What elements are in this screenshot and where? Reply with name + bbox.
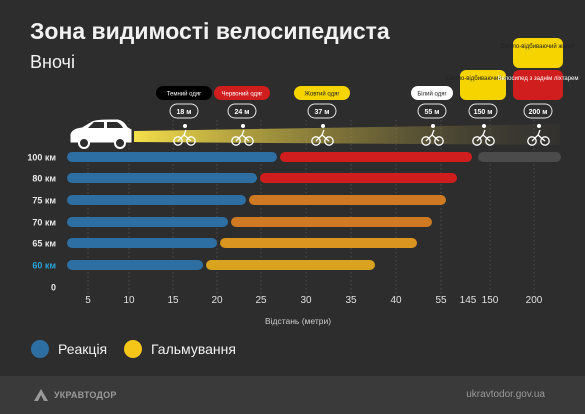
distance-label: 150 м — [474, 109, 493, 116]
category-label: 65 км — [32, 239, 56, 249]
bar-reaction — [67, 173, 257, 183]
clothing-tag — [460, 70, 506, 100]
cyclist-icon — [311, 124, 334, 146]
visibility-marker: Червоний одяг 24 м — [214, 86, 270, 146]
extra-tag — [513, 70, 563, 100]
distance-pill — [169, 103, 199, 119]
visibility-marker: Білий одяг 55 м — [411, 86, 453, 146]
bar-braking — [220, 238, 417, 248]
legend-dot-reaction — [31, 340, 49, 358]
bar-reaction — [67, 195, 246, 205]
bar-braking — [280, 152, 472, 162]
x-tick-label: 40 — [390, 295, 402, 306]
cyclist-icon — [421, 124, 444, 146]
category-label: 0 — [51, 283, 56, 293]
x-tick-label: 15 — [167, 295, 179, 306]
x-tick-label: 200 — [526, 295, 543, 306]
cyclist-icon — [173, 124, 196, 146]
visibility-markers: Темний одяг 18 м Червоний одяг 24 м Жовтий о… — [156, 38, 579, 146]
distance-label: 24 м — [235, 109, 250, 116]
bar-extra — [478, 152, 561, 162]
cyclist-icon — [472, 124, 495, 146]
legend-label-braking: Гальмування — [151, 341, 236, 357]
clothing-tag — [156, 86, 212, 100]
brand: УКРАВТОДОР — [33, 388, 117, 402]
bar-reaction — [67, 217, 228, 227]
distance-label: 55 м — [425, 109, 440, 116]
category-label: 80 км — [32, 174, 56, 184]
x-tick-label: 35 — [345, 295, 357, 306]
distance-pill — [468, 103, 498, 119]
bar-reaction — [67, 152, 277, 162]
clothing-tag — [294, 86, 350, 100]
bar-braking — [206, 260, 375, 270]
x-tick-label: 55 — [435, 295, 447, 306]
category-label: 100 км — [27, 153, 56, 163]
category-label: 60 км — [32, 261, 56, 271]
distance-label: 18 м — [177, 109, 192, 116]
x-tick-label: 10 — [123, 295, 135, 306]
clothing-label: Світло-відбиваючий жилет — [446, 75, 521, 82]
ukravtodor-logo-icon — [34, 389, 48, 401]
bar-braking — [231, 217, 432, 227]
legend-dot-braking — [124, 340, 142, 358]
clothing-label: Темний одяг — [167, 91, 202, 98]
gridlines — [87, 120, 535, 300]
x-tick-label: 150 — [482, 295, 499, 306]
x-tick-label: 25 — [255, 295, 267, 306]
clothing-label: Жовтий одяг — [304, 91, 340, 98]
visibility-marker: Темний одяг 18 м — [156, 86, 212, 146]
category-label: 70 км — [32, 218, 56, 228]
clothing-label: Білий одяг — [417, 91, 447, 98]
clothing-tag — [214, 86, 270, 100]
category-labels: 100 км 80 км 75 км 70 км 65 км 60 км 0 — [27, 153, 56, 293]
distance-pill — [417, 103, 447, 119]
clothing-label: Червоний одяг — [222, 91, 264, 98]
visibility-marker: Світло-відбиваючий жилет Велосипед з задн… — [497, 38, 579, 146]
clothing-tag — [513, 38, 563, 68]
distance-label: 37 м — [315, 109, 330, 116]
visibility-marker: Жовтий одяг 37 м — [294, 86, 350, 146]
page-subtitle: Вночі — [30, 52, 75, 72]
bar-braking — [260, 173, 457, 183]
x-tick-label: 30 — [300, 295, 312, 306]
x-tick-labels: 5 10 15 20 25 30 35 40 55 145 150 200 — [85, 295, 543, 306]
clothing-tag — [411, 86, 453, 100]
distance-pill — [227, 103, 257, 119]
legend-label-reaction: Реакція — [58, 341, 108, 357]
x-tick-label: 20 — [211, 295, 223, 306]
brand-name: УКРАВТОДОР — [54, 390, 117, 400]
visibility-marker: Світло-відбиваючий жилет 150 м — [446, 70, 521, 146]
website-link[interactable]: ukravtodor.gov.ua — [466, 389, 545, 400]
footer: УКРАВТОДОР ukravtodor.gov.ua — [0, 376, 585, 414]
category-label: 75 км — [32, 196, 56, 206]
legend-item-reaction: Реакція — [31, 340, 107, 358]
bar-reaction — [67, 260, 203, 270]
bar-reaction — [67, 238, 217, 248]
distance-pill — [307, 103, 337, 119]
x-axis-label: Відстань (метри) — [265, 316, 331, 326]
bar-braking — [249, 195, 446, 205]
extra-label: Велосипед з заднім ліхтарем — [497, 76, 578, 82]
legend-item-braking: Гальмування — [124, 340, 236, 358]
bars — [67, 152, 561, 270]
cyclist-icon — [527, 124, 550, 146]
car-icon — [69, 118, 133, 149]
cyclist-icon — [231, 124, 254, 146]
x-tick-label: 145 — [460, 295, 477, 306]
x-tick-label: 5 — [85, 295, 91, 306]
distance-pill — [523, 103, 553, 119]
headlight-beam — [134, 124, 560, 145]
clothing-label: Світло-відбиваючий жилет — [501, 43, 576, 50]
page-title: Зона видимості велосипедиста — [30, 18, 390, 44]
distance-label: 200 м — [529, 109, 548, 116]
